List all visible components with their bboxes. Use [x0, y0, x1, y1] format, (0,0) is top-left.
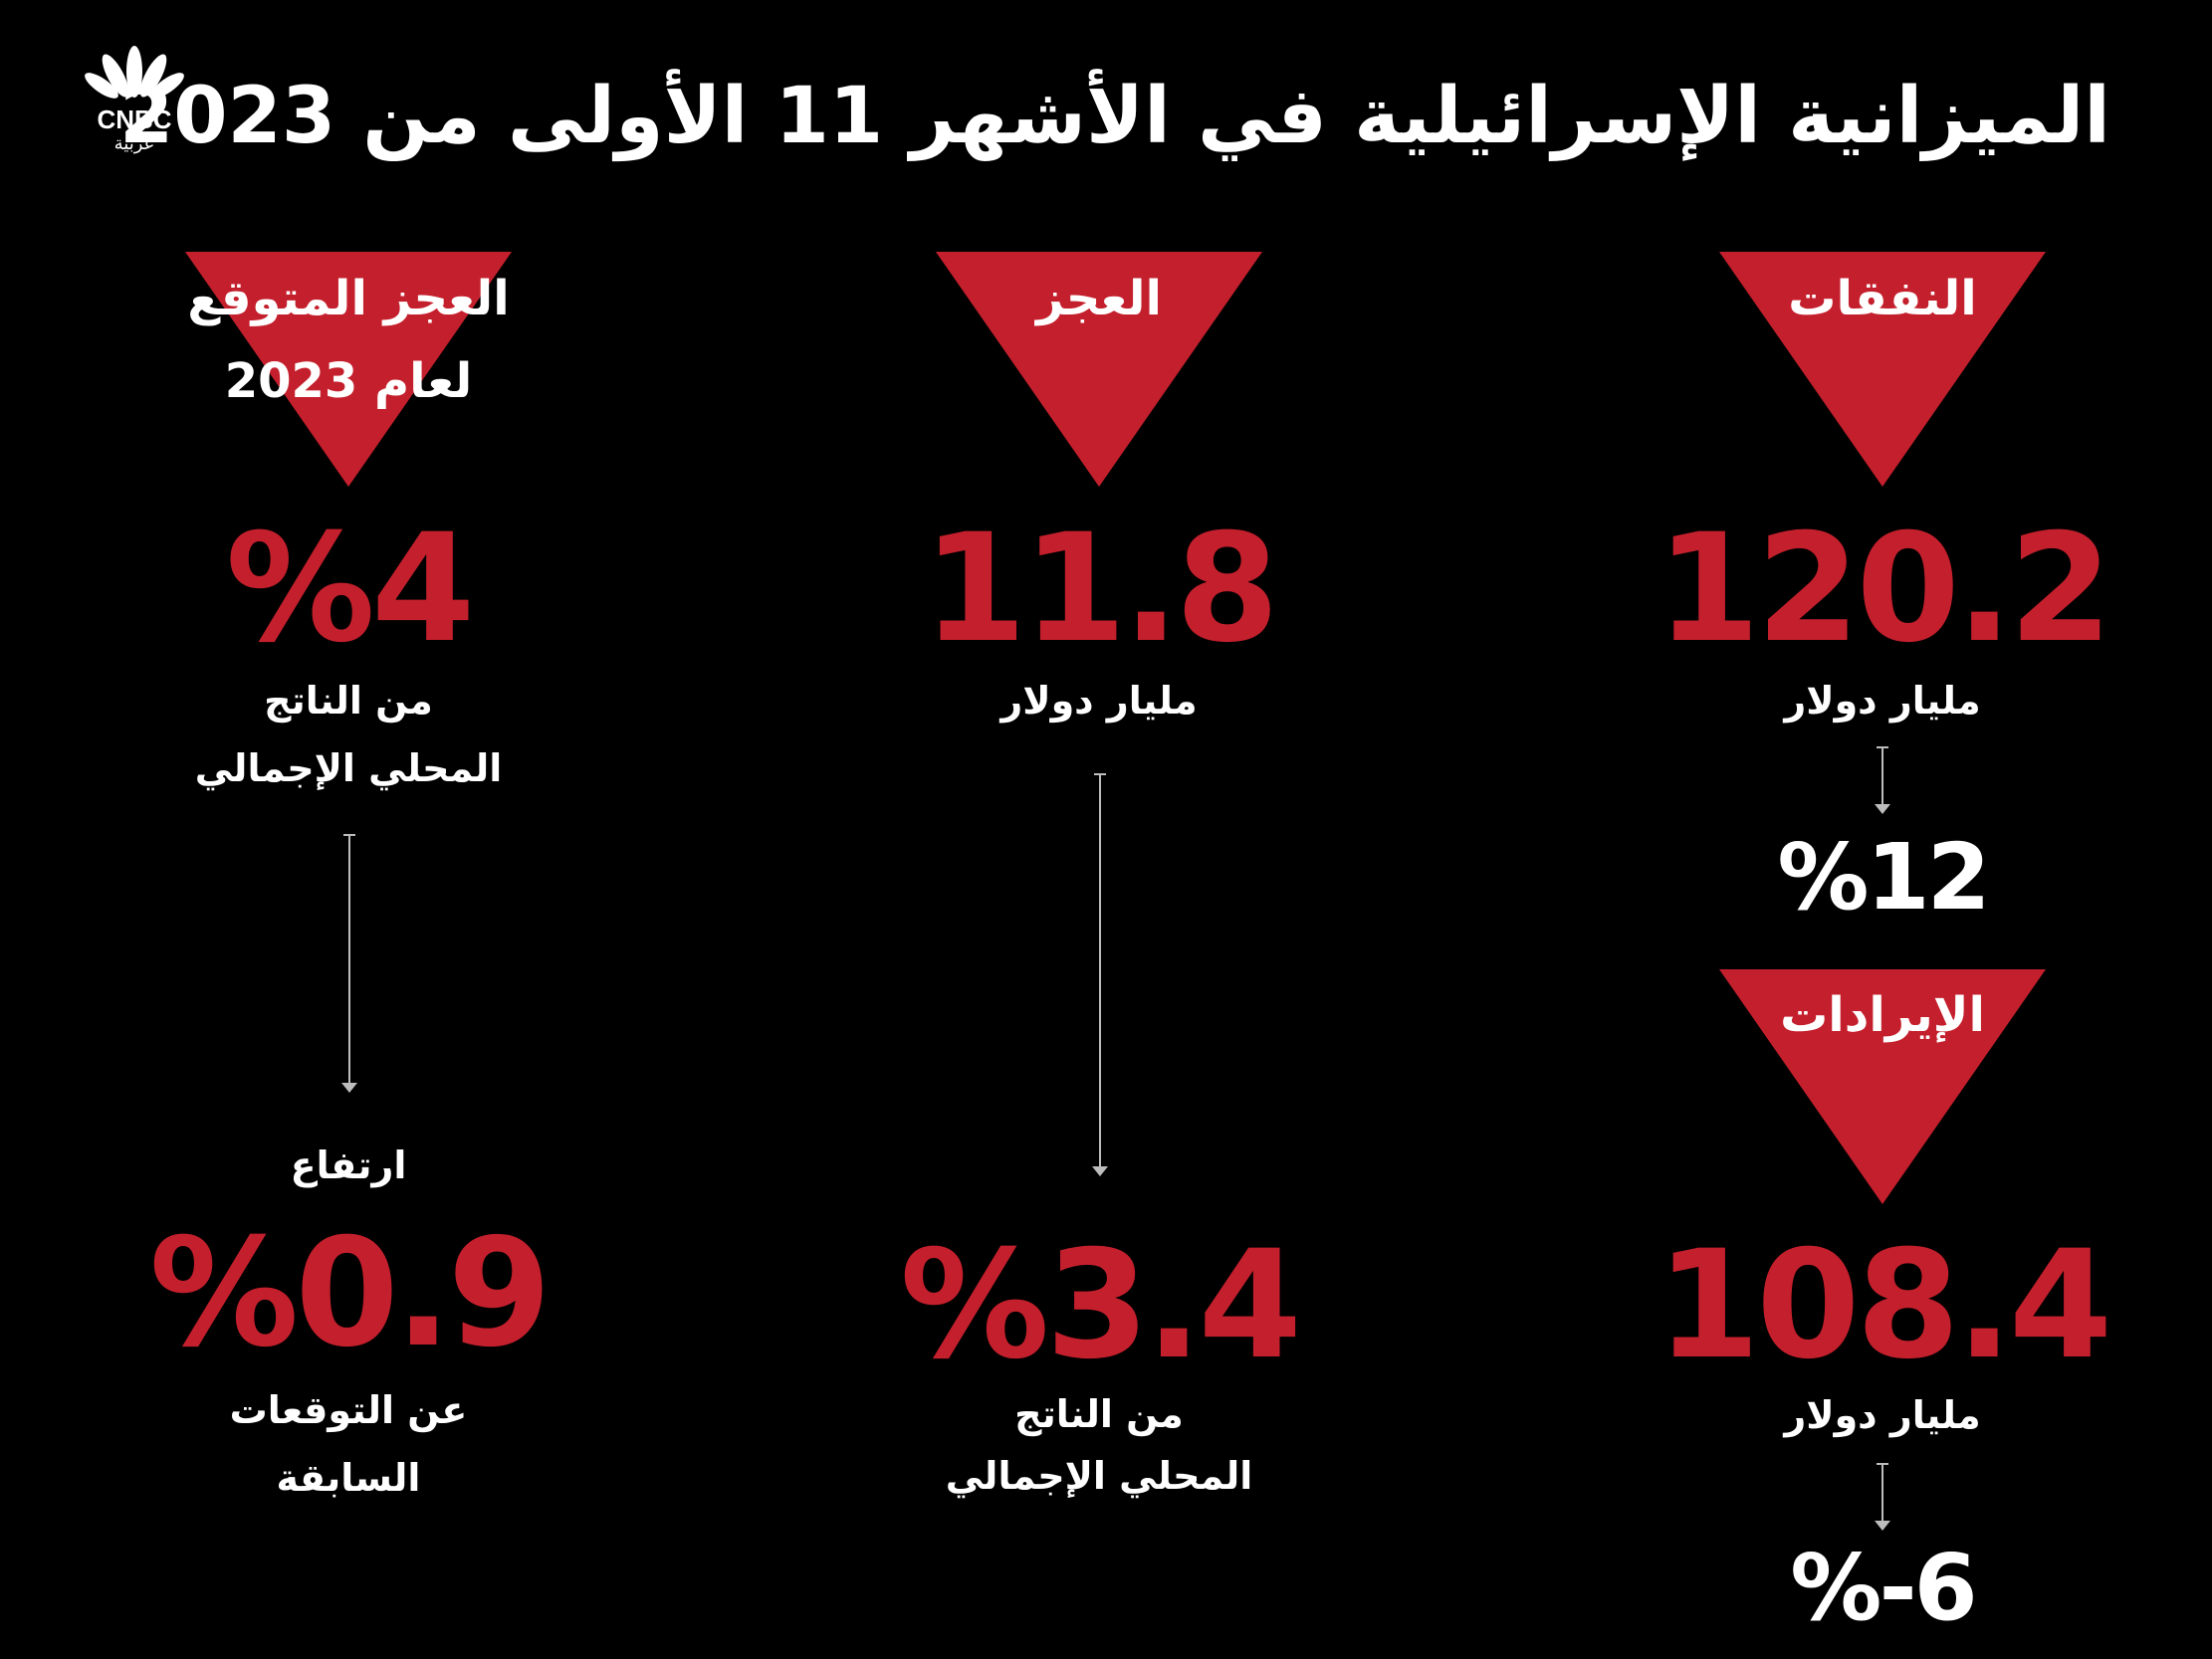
- page-title: الميزانية الإسرائيلية في الأشهر 11 الأول…: [119, 72, 2110, 161]
- expenses-label: النفقات: [1788, 271, 1977, 326]
- deficit-triangle: [936, 252, 1262, 487]
- expenses-value: 120.2: [1656, 503, 2112, 676]
- deficit-arrow: [1092, 773, 1108, 1176]
- expenses-change: %12: [1777, 824, 1990, 931]
- deficit-label: العجز: [1035, 271, 1163, 326]
- expected-deficit-label-line1: العجز المتوقع: [187, 271, 510, 326]
- deficit-unit: مليار دولار: [1000, 679, 1198, 723]
- deficit-gdp-line2: المحلي الإجمالي: [945, 1454, 1253, 1498]
- expected-deficit-triangle: [185, 252, 512, 487]
- expenses-arrow: [1875, 746, 1890, 814]
- deficit-value: 11.8: [922, 503, 1279, 676]
- rise-label: ارتفاع: [290, 1143, 407, 1187]
- expenses-unit: مليار دولار: [1784, 679, 1981, 723]
- deficit-gdp-line1: من الناتج: [1014, 1392, 1184, 1436]
- logo-sub-text: عربية: [113, 133, 155, 154]
- revenues-triangle: [1719, 969, 2046, 1204]
- rise-value: %0.9: [148, 1207, 552, 1380]
- logo-brand-text: CNBC: [97, 104, 172, 134]
- deficit-gdp-value: %3.4: [899, 1219, 1302, 1392]
- rise-line1: عن التوقعات: [229, 1388, 468, 1432]
- revenues-arrow: [1875, 1463, 1890, 1531]
- expected-deficit-value: %4: [225, 503, 476, 676]
- expenses-triangle: [1719, 252, 2046, 487]
- expected-deficit-gdp-line1: من الناتج: [264, 679, 433, 723]
- revenues-unit: مليار دولار: [1784, 1393, 1981, 1437]
- cnbc-arabia-logo: CNBC عربية: [70, 42, 199, 161]
- expected-deficit-label-line2: لعام 2023: [224, 353, 473, 409]
- revenues-label: الإيرادات: [1780, 987, 1985, 1043]
- expected-deficit-arrow: [341, 834, 357, 1093]
- rise-line2: السابقة: [276, 1456, 421, 1500]
- revenues-change: %-6: [1790, 1535, 1977, 1641]
- peacock-icon: [85, 46, 184, 99]
- expected-deficit-gdp-line2: المحلي الإجمالي: [194, 746, 503, 790]
- revenues-value: 108.4: [1656, 1219, 2112, 1392]
